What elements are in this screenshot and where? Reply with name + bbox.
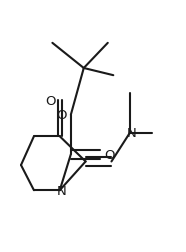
Text: O: O	[104, 148, 115, 161]
Text: O: O	[45, 94, 56, 107]
Text: N: N	[57, 184, 66, 197]
Text: O: O	[56, 109, 67, 122]
Text: N: N	[127, 127, 137, 140]
